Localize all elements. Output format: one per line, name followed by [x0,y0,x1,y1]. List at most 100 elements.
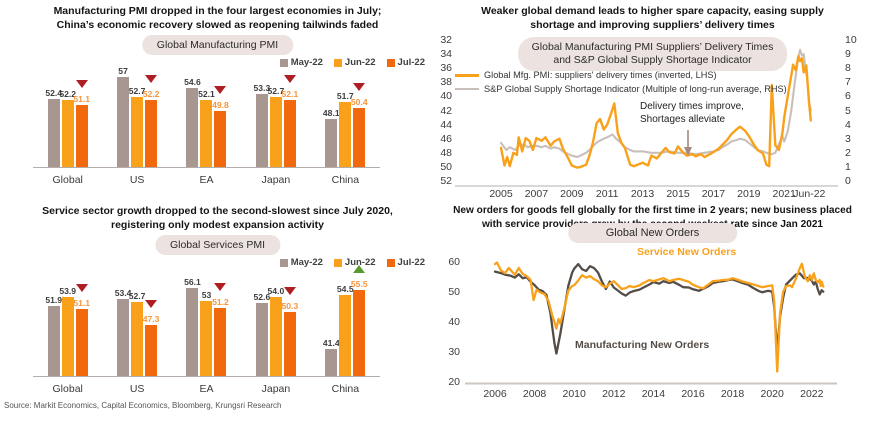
category-label: China [331,174,360,186]
category-label: US [129,383,145,395]
chart-title-line2: registering only modest expansion activi… [111,219,324,231]
chart-label-pill: Global Manufacturing PMI [141,35,294,55]
bar-wrap: 47.3 [143,299,159,376]
bar-wrap: 50.3 [281,287,298,376]
bar [75,104,88,167]
y-axis-tick-right: 1 [845,160,851,173]
y-axis-tick-left: 40 [440,90,452,103]
y-axis-tick-left: 46 [440,132,452,145]
x-axis-tick: 2009 [560,188,584,200]
x-axis-tick: 2022 [800,388,824,400]
bar [145,99,158,167]
bar [131,302,144,376]
y-axis-tick-left: 44 [440,118,452,131]
legend-label: Jul-22 [397,257,425,268]
bar-group: 51.9 53.9 51.1 [45,283,90,376]
bar-value-label: 49.8 [212,100,229,110]
chart-label-pill: Global New Orders [567,223,738,243]
annotation-arrowhead-icon [684,147,692,156]
services-pmi-bar-chart: Service sector growth dropped to the sec… [0,200,435,400]
bar-wrap: 48.1 [323,108,340,167]
legend-swatch-icon [386,58,395,67]
trend-down-icon [214,86,227,94]
bar-wrap: 53.9 [59,286,76,376]
legend-item: Global Mfg. PMI: suppliers' delivery tim… [455,70,787,80]
bar-group: 48.1 51.7 50.4 [323,83,368,167]
legend-label: Jun-22 [344,57,376,68]
y-axis-tick-right: 8 [845,62,851,75]
bar-group: 52.6 54.0 50.3 [253,286,298,376]
legend-swatch-icon [386,258,395,267]
y-axis-tick-left: 42 [440,104,452,117]
legend-item: Jun-22 [333,57,376,68]
x-axis-tick: 2014 [641,388,666,400]
legend: Global Mfg. PMI: suppliers' delivery tim… [455,70,787,94]
legend-item: May-22 [279,257,323,268]
plot-area: 52.4 52.2 51.1 57 52.7 52.2 54.6 52.1 49.8 53.3 52… [33,66,380,168]
bar-wrap: 52.6 [253,292,270,376]
bar-group: 41.4 54.5 55.5 [323,265,368,376]
bar-value-label: 53.3 [253,83,271,94]
trend-down-icon [283,287,296,296]
y-axis-tick-right: 6 [845,90,851,103]
x-axis-tick: 2005 [489,188,513,200]
y-axis-tick-left: 50 [440,160,452,173]
y-axis-tick-left: 48 [440,146,452,159]
category-label: EA [199,383,214,395]
bar-value-label: 47.3 [142,313,160,324]
y-axis-tick-left: 30 [448,346,460,358]
line-plot [455,48,838,187]
bar-value-label: 52.2 [59,88,77,99]
category-label: Japan [261,174,291,186]
y-axis-tick-left: 34 [440,48,452,61]
y-axis-tick-left: 50 [448,286,460,298]
pill-line1: Global Manufacturing PMI Suppliers’ Deli… [531,41,774,53]
bar-wrap: 51.7 [337,91,354,167]
category-axis: Global US EA Japan China [33,174,380,186]
bar [117,76,130,167]
legend-item: S&P Global Supply Shortage Indicator (Mu… [455,84,787,94]
bar [255,302,268,376]
bar [325,119,338,167]
source-note: Source: Markit Economics, Capital Econom… [4,401,282,410]
bar-group: 57 52.7 52.2 [117,66,159,167]
bar-wrap: 52.1 [281,75,298,167]
chart-title-line1: Manufacturing PMI dropped in the four la… [53,5,382,17]
bar [269,296,282,376]
legend-swatch-icon [333,58,342,67]
bar [200,300,213,376]
chart-label-pill: Global Manufacturing PMI Suppliers’ Deli… [517,37,788,71]
x-axis-tick: 2006 [483,388,507,400]
bar [214,308,227,376]
bar-value-label: 48.1 [322,108,340,118]
annotation: Delivery times improve, Shortages allevi… [640,100,744,126]
x-axis-tick: 2010 [562,388,586,400]
bar [186,287,199,376]
bar [186,88,199,167]
bar-group: 56.1 53 51.2 [184,277,229,376]
legend-label: May-22 [290,57,323,68]
legend-line-sample [455,88,479,90]
bar-wrap: 49.8 [212,86,229,167]
bar-wrap: 52.7 [129,86,145,167]
bar [339,101,352,167]
legend-label: Jul-22 [397,57,425,68]
bar-value-label: 51.9 [45,294,63,305]
bar-wrap: 53.3 [253,83,270,167]
bar-wrap: 51.1 [73,283,90,376]
bar-value-label: 51.7 [336,90,354,101]
bar-value-label: 54.6 [184,77,201,88]
bar-value-label: 51.1 [73,297,91,308]
x-axis-tick: 2011 [595,188,619,200]
bar-value-label: 53.4 [114,288,132,299]
trend-down-icon [145,74,158,83]
y-axis-tick-left: 36 [440,62,452,75]
plot-area: 51.9 53.9 51.1 53.4 52.7 47.3 56.1 53 51.2 52.6 54… [33,265,380,377]
y-axis-tick-left: 60 [448,256,460,268]
bar [47,305,60,376]
legend-swatch-icon [333,258,342,267]
bar-wrap: 41.4 [323,338,340,376]
bar [214,111,227,167]
bar-wrap: 51.2 [212,283,229,376]
bar-value-label: 52.6 [253,291,271,302]
